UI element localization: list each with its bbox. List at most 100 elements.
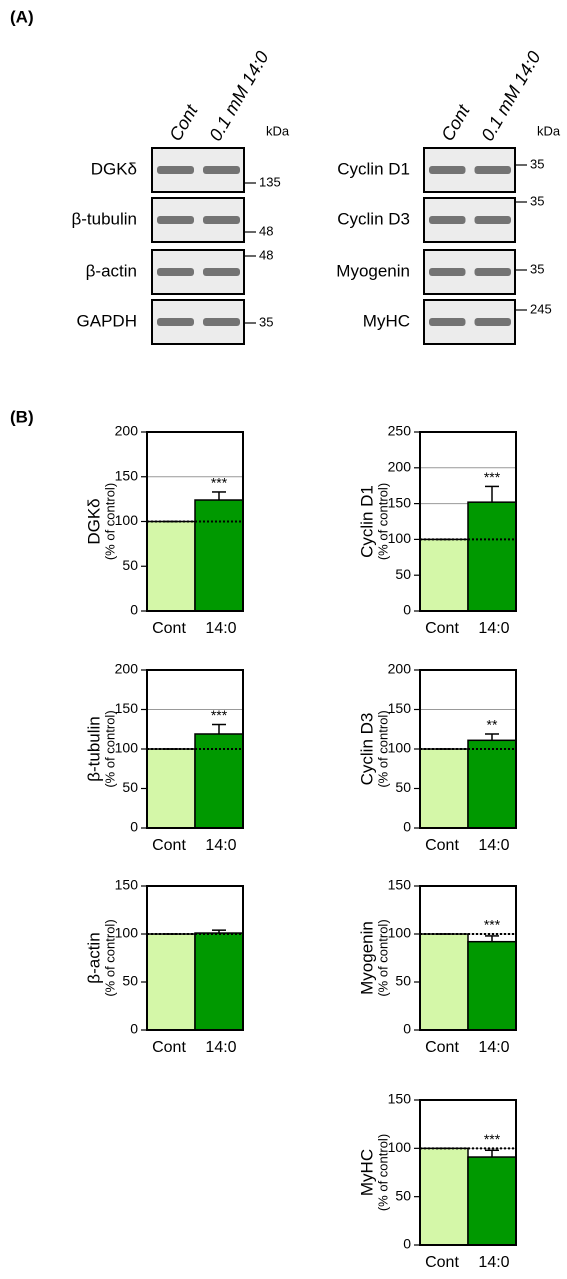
y-tick-label: 150 [115, 877, 139, 893]
significance: ** [487, 717, 498, 733]
y-axis-sublabel: (% of control) [375, 483, 390, 560]
band [203, 268, 240, 276]
y-axis-label: Cyclin D1 [357, 485, 376, 558]
y-axis-sublabel: (% of control) [375, 1134, 390, 1211]
y-tick-label: 150 [388, 877, 412, 893]
marker-label: 35 [259, 314, 273, 329]
x-tick-label: Cont [152, 1039, 186, 1056]
bar [468, 942, 516, 1030]
blot-label: Cyclin D1 [337, 159, 410, 178]
blot-label: β-actin [86, 261, 137, 280]
blot-label: MyHC [363, 311, 410, 330]
y-tick-label: 50 [395, 973, 411, 989]
bar [195, 933, 243, 1030]
y-tick-label: 0 [130, 1021, 138, 1037]
y-tick-label: 50 [122, 779, 138, 795]
bar [468, 740, 516, 828]
y-axis-label: MyHC [357, 1149, 376, 1196]
bar [147, 522, 195, 612]
y-tick-label: 250 [388, 423, 412, 439]
y-tick-label: 100 [388, 925, 412, 941]
bar [468, 502, 516, 611]
blot-label: GAPDH [77, 311, 137, 330]
y-tick-label: 150 [115, 467, 139, 483]
x-tick-label: 14:0 [205, 837, 236, 854]
band [429, 216, 466, 224]
lane-label: 0.1 mM 14:0 [477, 48, 544, 145]
bar [147, 749, 195, 828]
y-axis-label: β-tubulin [84, 716, 103, 782]
y-tick-label: 200 [115, 423, 139, 439]
lane-label: Cont [437, 101, 474, 145]
y-tick-label: 100 [115, 925, 139, 941]
band [157, 268, 194, 276]
y-tick-label: 50 [122, 557, 138, 573]
y-tick-label: 150 [388, 494, 412, 510]
band [475, 166, 512, 174]
bar [420, 749, 468, 828]
band [203, 216, 240, 224]
panel-label: (A) [10, 7, 34, 26]
bar [468, 1157, 516, 1245]
x-tick-label: Cont [152, 837, 186, 854]
figure: (A) (B) Cont0.1 mM 14:0kDaDGKδ135β-tubul… [0, 0, 567, 1279]
y-tick-label: 200 [388, 661, 412, 677]
y-axis-sublabel: (% of control) [102, 483, 117, 560]
y-axis-sublabel: (% of control) [102, 710, 117, 787]
band [157, 216, 194, 224]
y-tick-label: 150 [115, 700, 139, 716]
band [429, 268, 466, 276]
y-tick-label: 150 [388, 1091, 412, 1107]
x-tick-label: 14:0 [205, 1039, 236, 1056]
significance: *** [484, 917, 501, 933]
significance: *** [211, 475, 228, 491]
bar [420, 934, 468, 1030]
y-tick-label: 200 [388, 459, 412, 475]
band [429, 166, 466, 174]
band [203, 318, 240, 326]
x-tick-label: 14:0 [478, 620, 509, 637]
x-tick-label: Cont [425, 620, 459, 637]
y-tick-label: 50 [395, 1187, 411, 1203]
marker-label: 48 [259, 223, 273, 238]
lane-label: Cont [165, 101, 202, 145]
marker-label: 245 [530, 301, 552, 316]
band [475, 318, 512, 326]
bar [420, 539, 468, 611]
significance: *** [211, 707, 228, 723]
page: {"panel_a": {"label": "(A)", "lanes": ["… [0, 0, 567, 1279]
marker-label: 35 [530, 261, 544, 276]
significance: *** [484, 1131, 501, 1147]
panel-label: (B) [10, 407, 34, 426]
band [157, 166, 194, 174]
band [475, 216, 512, 224]
x-tick-label: Cont [425, 1254, 459, 1271]
band [203, 166, 240, 174]
marker-label: 48 [259, 247, 273, 262]
y-tick-label: 100 [388, 530, 412, 546]
bar [195, 500, 243, 611]
x-tick-label: Cont [152, 620, 186, 637]
y-tick-label: 50 [395, 566, 411, 582]
kda-label: kDa [537, 123, 561, 138]
y-tick-label: 0 [403, 1021, 411, 1037]
x-tick-label: 14:0 [205, 620, 236, 637]
x-tick-label: 14:0 [478, 837, 509, 854]
lane-label: 0.1 mM 14:0 [205, 48, 272, 145]
y-tick-label: 150 [388, 700, 412, 716]
x-tick-label: Cont [425, 1039, 459, 1056]
y-tick-label: 0 [403, 819, 411, 835]
marker-label: 35 [530, 156, 544, 171]
y-axis-label: Myogenin [357, 921, 376, 995]
x-tick-label: 14:0 [478, 1254, 509, 1271]
y-tick-label: 200 [115, 661, 139, 677]
kda-label: kDa [266, 123, 290, 138]
x-tick-label: Cont [425, 837, 459, 854]
bar [147, 934, 195, 1030]
blot-label: β-tubulin [71, 209, 137, 228]
y-tick-label: 0 [403, 1236, 411, 1252]
y-tick-label: 50 [122, 973, 138, 989]
y-axis-label: β-actin [84, 932, 103, 983]
y-axis-sublabel: (% of control) [102, 919, 117, 996]
band [475, 268, 512, 276]
